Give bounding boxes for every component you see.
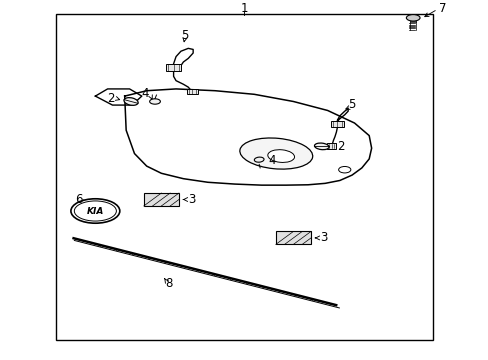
Text: KIA: KIA — [86, 207, 104, 216]
Ellipse shape — [406, 15, 419, 21]
Text: 8: 8 — [164, 277, 172, 290]
Text: 4: 4 — [267, 153, 275, 167]
Text: 7: 7 — [438, 2, 446, 15]
Ellipse shape — [239, 138, 312, 169]
Ellipse shape — [123, 98, 138, 105]
Ellipse shape — [314, 143, 328, 150]
Ellipse shape — [254, 157, 264, 162]
Bar — [166, 64, 181, 71]
Text: 5: 5 — [181, 28, 188, 41]
Text: 5: 5 — [347, 98, 355, 111]
Text: 3: 3 — [188, 193, 195, 206]
Bar — [56, 14, 432, 340]
Polygon shape — [95, 89, 142, 105]
Text: 2: 2 — [337, 140, 344, 153]
Ellipse shape — [338, 166, 350, 173]
Ellipse shape — [267, 150, 294, 162]
Text: 6: 6 — [75, 193, 82, 206]
Text: 2: 2 — [107, 92, 115, 105]
Polygon shape — [124, 89, 371, 185]
Bar — [186, 89, 197, 94]
Bar — [326, 144, 336, 149]
Ellipse shape — [71, 199, 120, 223]
Bar — [330, 121, 344, 127]
Text: 4: 4 — [142, 87, 149, 100]
Text: 3: 3 — [320, 231, 327, 244]
Ellipse shape — [149, 99, 160, 104]
Text: 1: 1 — [240, 2, 248, 15]
FancyBboxPatch shape — [143, 193, 179, 206]
FancyBboxPatch shape — [275, 231, 310, 244]
Ellipse shape — [74, 201, 116, 221]
